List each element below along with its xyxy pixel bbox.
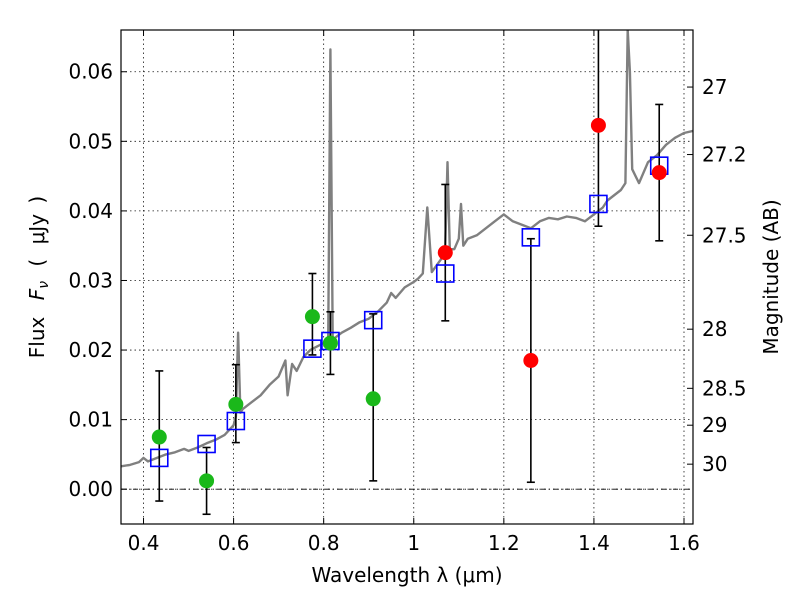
x-tick-label: 1 [407, 531, 420, 555]
green-data-point [151, 429, 167, 445]
plot-frame [120, 29, 694, 525]
x-tick-label: 0.6 [218, 531, 250, 555]
y-axis-title: Flux Fν ( μJy ) [25, 196, 53, 358]
y-tick-label: 0.03 [68, 268, 113, 292]
model-photometry-square [226, 411, 246, 431]
red-data-point [590, 117, 606, 133]
y-axis-title-symbol: F [25, 288, 49, 300]
grid-lines [121, 30, 693, 524]
y-axis-title-paren-open: ( [25, 259, 49, 267]
right-y-axis-ticks: 27 27.2 27.5 28 28.5 29 30 [687, 75, 747, 476]
green-data-point [304, 309, 320, 325]
model-photometry-square [589, 194, 608, 214]
red-data-point [523, 352, 539, 368]
model-photometry-square [521, 228, 541, 247]
right-y-tick-label: 28.5 [702, 376, 747, 400]
green-data-point [365, 391, 381, 407]
x-tick-label: 0.4 [128, 531, 160, 555]
y-axis-ticks: 0.00 0.01 0.02 0.03 0.04 0.05 0.06 [68, 60, 127, 501]
right-y-tick-label: 29 [702, 413, 727, 437]
y-tick-label: 0.04 [68, 199, 113, 223]
y-tick-label: 0.05 [68, 129, 113, 153]
x-tick-label: 0.8 [308, 531, 340, 555]
right-y-axis-title: Magnitude (AB) [759, 199, 783, 354]
plot-area [121, 30, 693, 468]
model-photometry-square [149, 448, 169, 468]
x-tick-label: 1.2 [488, 531, 520, 555]
y-axis-title-symbol-sub: ν [36, 281, 52, 289]
observed-photometry-points [151, 117, 667, 489]
model-spectrum-line [121, 30, 693, 468]
right-y-tick-label: 27.2 [702, 143, 747, 167]
green-data-point [322, 335, 338, 351]
y-tick-label: 0.01 [68, 408, 113, 432]
x-tick-label: 1.4 [578, 531, 610, 555]
model-photometry-square [197, 434, 216, 454]
x-axis-title: Wavelength λ (μm) [311, 563, 502, 587]
right-y-tick-label: 27 [702, 75, 727, 99]
red-data-point [651, 165, 667, 181]
red-data-point [437, 245, 453, 261]
y-tick-label: 0.02 [68, 338, 113, 362]
x-axis-ticks: 0.4 0.6 0.8 1 1.2 1.4 1.6 [128, 30, 700, 555]
right-y-tick-label: 30 [702, 452, 727, 476]
model-photometry-square [435, 264, 455, 283]
y-axis-title-unit: μJy [25, 214, 49, 245]
y-axis-title-flux: Flux [25, 316, 49, 358]
green-data-point [228, 396, 244, 412]
right-y-tick-label: 28 [702, 317, 727, 341]
model-photometry-square [303, 339, 322, 358]
model-photometry-square [363, 310, 383, 330]
right-y-tick-label: 27.5 [702, 223, 747, 247]
x-tick-label: 1.6 [668, 531, 700, 555]
y-tick-label: 0.06 [68, 60, 113, 84]
y-tick-label: 0.00 [68, 477, 113, 501]
y-axis-title-paren-close: ) [25, 196, 49, 204]
model-photometry-squares [149, 156, 669, 468]
green-data-point [199, 473, 215, 489]
